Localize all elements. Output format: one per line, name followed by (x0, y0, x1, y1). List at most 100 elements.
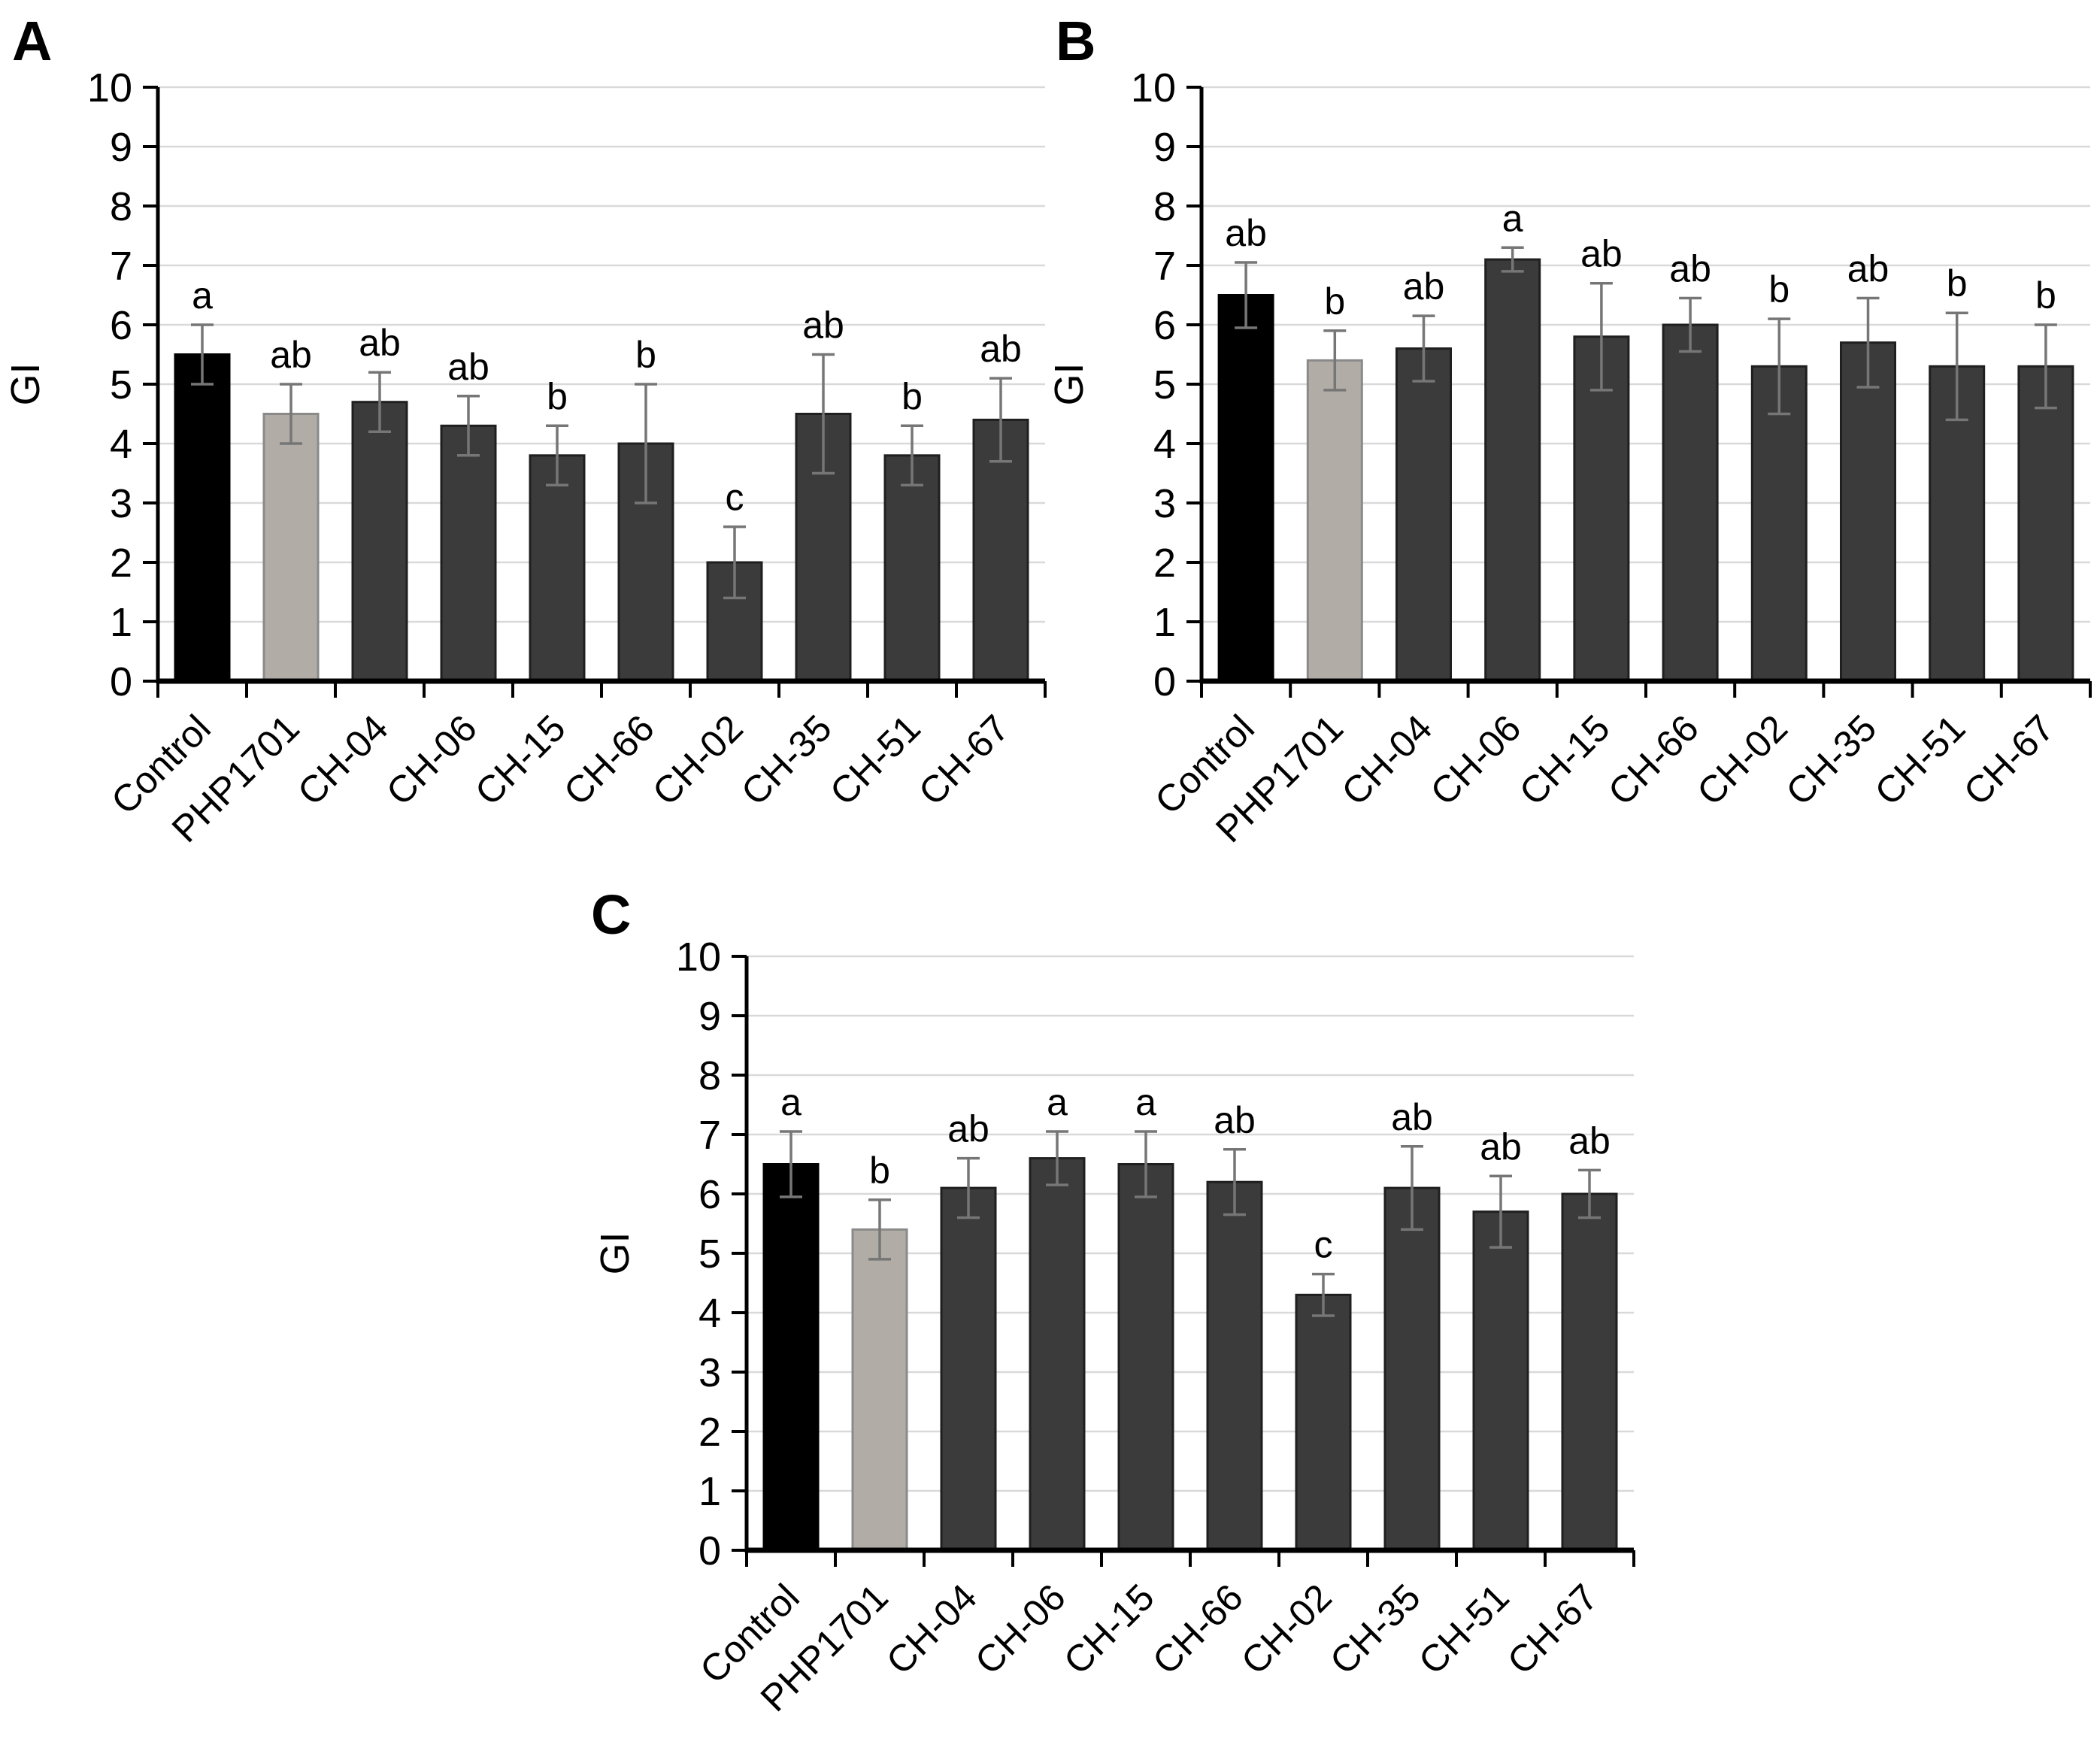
error-bar (1856, 296, 1880, 389)
y-tick-label: 4 (698, 1291, 721, 1336)
bar-ch-35 (1383, 1186, 1441, 1552)
y-tick-label: 3 (698, 1350, 721, 1395)
sig-letter: b (1324, 280, 1345, 323)
sig-letter: ab (1225, 212, 1267, 254)
y-tick-label: 5 (110, 362, 132, 407)
x-category-label: CH-51 (1867, 707, 1974, 813)
bar-php1701 (262, 413, 320, 683)
sig-letter: ab (1847, 247, 1889, 289)
x-category-label: CH-06 (378, 707, 485, 813)
bar-control (174, 353, 231, 683)
y-tick-label: 8 (1153, 184, 1176, 229)
bar-ch-67 (972, 418, 1029, 683)
error-bar (2034, 323, 2057, 410)
panel-label-c: C (591, 883, 631, 946)
x-category-label: CH-06 (967, 1576, 1074, 1683)
x-category-label: CH-35 (1322, 1576, 1429, 1683)
bar-ch-02 (1295, 1293, 1352, 1552)
bar-ch-06 (1029, 1157, 1086, 1552)
y-tick-label: 1 (110, 600, 132, 645)
panel-label-b: B (1056, 10, 1095, 72)
bar-ch-51 (883, 454, 941, 683)
sig-letter: ab (1580, 233, 1623, 275)
y-tick-label: 2 (698, 1410, 721, 1455)
error-bar (280, 383, 302, 445)
error-bar (1412, 314, 1435, 383)
y-tick-label: 2 (110, 541, 132, 586)
error-bar (723, 525, 746, 600)
y-axis-title: GI (1047, 362, 1092, 405)
error-bar (989, 377, 1012, 463)
x-category-label: CH-02 (1233, 1576, 1340, 1683)
error-bar (957, 1156, 980, 1219)
sig-letter: ab (980, 328, 1022, 370)
y-axis-title: GI (592, 1231, 638, 1274)
sig-letter: ab (270, 334, 312, 376)
y-tick-label: 10 (1131, 65, 1176, 111)
y-tick-label: 0 (1153, 659, 1176, 704)
y-tick-label: 9 (1153, 125, 1176, 170)
y-tick-label: 5 (1153, 362, 1176, 407)
sig-letter: b (869, 1150, 890, 1192)
panel-label-a: A (12, 10, 52, 72)
sig-letter: b (902, 375, 923, 417)
y-tick-label: 8 (698, 1053, 721, 1098)
bar-ch-06 (1484, 258, 1541, 683)
sig-letter: a (1047, 1081, 1068, 1123)
x-category-label: CH-04 (1334, 707, 1441, 813)
error-bar (812, 353, 835, 475)
sig-letter: ab (802, 304, 844, 347)
bar-ch-51 (1472, 1210, 1529, 1552)
error-bar (1235, 261, 1258, 329)
bar-ch-04 (351, 401, 408, 683)
sig-letter: ab (947, 1108, 989, 1150)
x-category-label: CH-15 (1056, 1576, 1162, 1683)
bar-php1701 (851, 1228, 908, 1552)
error-bar (1679, 296, 1702, 353)
y-tick-label: 1 (1153, 600, 1176, 645)
error-bar (780, 1130, 802, 1198)
sig-letter: ab (1403, 265, 1445, 307)
y-tick-label: 7 (698, 1113, 721, 1158)
error-bar (1945, 311, 1968, 422)
x-category-label: CH-67 (1499, 1576, 1606, 1683)
bar-ch-66 (1662, 323, 1719, 683)
y-tick-label: 1 (698, 1469, 721, 1514)
y-tick-label: 7 (1153, 244, 1176, 289)
x-category-label: CH-67 (911, 707, 1017, 813)
bar-ch-67 (1561, 1192, 1618, 1552)
y-tick-label: 4 (1153, 422, 1176, 467)
sig-letter: c (726, 477, 744, 519)
bar-ch-04 (1395, 347, 1452, 683)
y-tick-label: 4 (110, 422, 132, 467)
sig-letter: ab (1480, 1125, 1522, 1168)
error-bar (546, 424, 568, 487)
bar-ch-06 (440, 424, 497, 683)
sig-letter: ab (359, 322, 401, 364)
y-tick-label: 0 (110, 659, 132, 704)
bar-control (762, 1163, 820, 1552)
sig-letter: ab (1669, 247, 1711, 289)
y-tick-label: 3 (110, 481, 132, 526)
y-tick-label: 8 (110, 184, 132, 229)
x-category-label: CH-67 (1956, 707, 2062, 813)
error-bar (1135, 1130, 1157, 1198)
error-bar (457, 395, 480, 457)
error-bar (191, 323, 214, 386)
y-tick-label: 10 (676, 935, 721, 980)
error-bar (1768, 317, 1791, 416)
error-bar (1589, 281, 1613, 392)
x-category-label: CH-66 (1144, 1576, 1251, 1683)
sig-letter: ab (1214, 1099, 1256, 1141)
y-tick-label: 3 (1153, 481, 1176, 526)
x-category-label: CH-51 (1411, 1576, 1517, 1683)
sig-letter: a (780, 1081, 802, 1123)
error-bar (368, 371, 391, 433)
sig-letter: ab (1568, 1119, 1611, 1162)
sig-letter: b (547, 375, 568, 417)
x-category-label: CH-66 (1600, 707, 1707, 813)
x-category-label: CH-51 (822, 707, 929, 813)
x-category-label: CH-02 (1689, 707, 1795, 813)
